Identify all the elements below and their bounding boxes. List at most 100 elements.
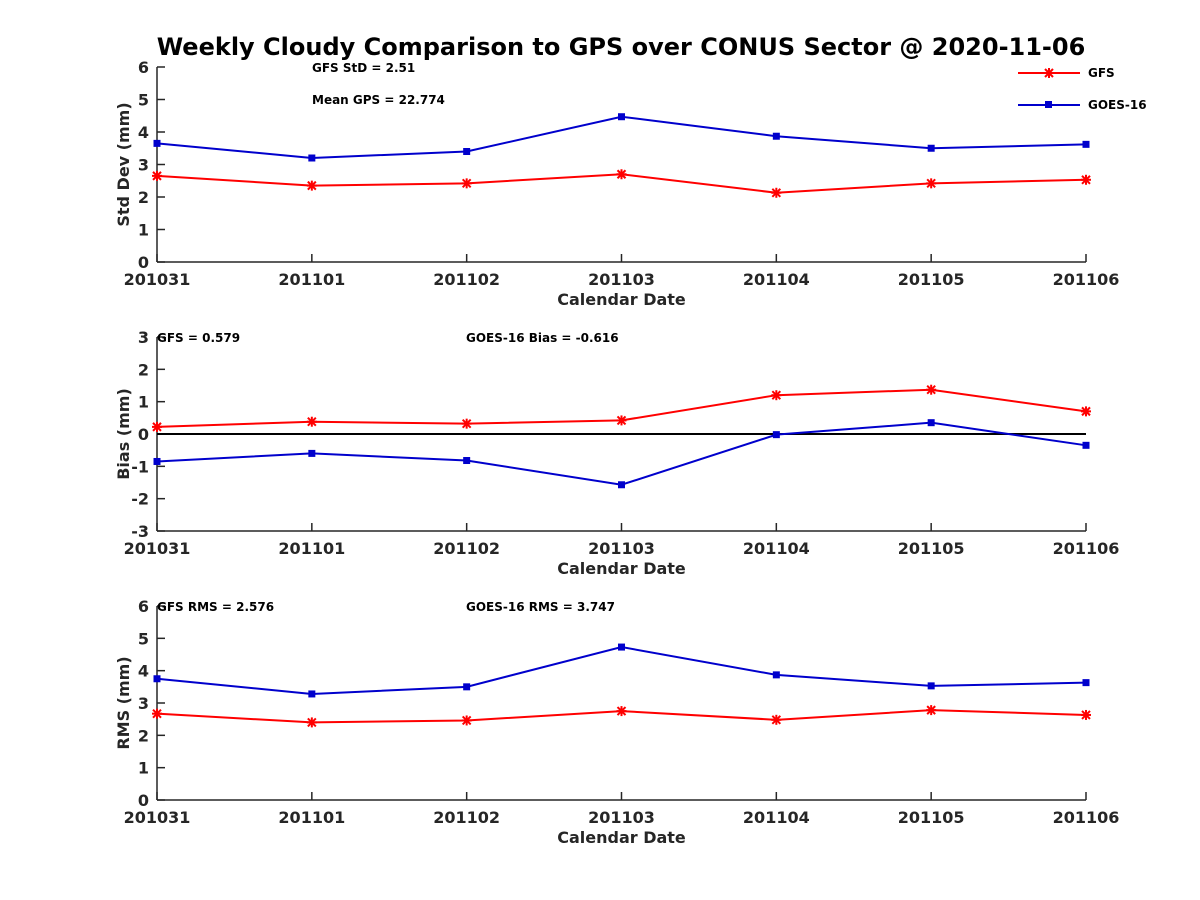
x-axis-label: Calendar Date <box>557 559 686 578</box>
y-tick-label: 4 <box>138 123 149 142</box>
x-tick-label: 201101 <box>278 808 345 827</box>
y-tick-label: 1 <box>138 393 149 412</box>
annotation-text: GFS RMS = 2.576 <box>157 600 274 614</box>
data-point <box>771 187 782 198</box>
legend: GFS GOES-16 <box>1010 60 1155 120</box>
x-tick-label: 201106 <box>1053 270 1120 289</box>
y-tick-label: 3 <box>138 328 149 347</box>
data-point <box>927 682 935 690</box>
x-tick-label: 201105 <box>898 270 965 289</box>
x-tick-label: 201103 <box>588 808 655 827</box>
data-point <box>306 717 317 728</box>
annotation-text: GFS = 0.579 <box>157 331 240 345</box>
subplot-3: 0 1 2 3 4 5 6 201031 201101 201102 201103 201104 201… <box>114 597 1119 847</box>
x-axis-label: Calendar Date <box>557 290 686 309</box>
data-point <box>461 418 472 429</box>
series-line <box>156 421 1087 486</box>
x-tick-label: 201103 <box>588 539 655 558</box>
y-axis-label: RMS (mm) <box>114 656 133 749</box>
y-tick-label: 0 <box>138 425 149 444</box>
data-point <box>306 416 317 427</box>
x-tick-label: 201103 <box>588 270 655 289</box>
y-tick-label: 5 <box>138 629 149 648</box>
x-tick-label: 201106 <box>1053 808 1120 827</box>
x-tick-label: 201031 <box>124 539 191 558</box>
data-point <box>616 169 627 180</box>
legend-gfs-marker <box>1044 68 1054 78</box>
data-point <box>153 139 161 147</box>
subplot-2: -3 -2 -1 0 1 2 3 201031 201101 201102 201103 201104… <box>114 328 1119 578</box>
data-point <box>153 675 161 683</box>
data-point <box>153 457 161 465</box>
x-tick-label: 201104 <box>743 270 810 289</box>
annotation-text: Mean GPS = 22.774 <box>312 93 445 107</box>
y-tick-label: 2 <box>138 188 149 207</box>
data-point <box>308 154 316 162</box>
series-gfs <box>152 384 1091 432</box>
y-tick-label: 0 <box>138 791 149 810</box>
annotation-text: GOES-16 RMS = 3.747 <box>466 600 615 614</box>
data-point <box>463 683 471 691</box>
data-point <box>926 705 937 716</box>
legend-gfs-label: GFS <box>1088 66 1115 80</box>
legend-goes-marker <box>1045 101 1052 108</box>
x-tick-label: 201031 <box>124 808 191 827</box>
data-point <box>926 384 937 395</box>
data-point <box>308 690 316 698</box>
x-tick-label: 201101 <box>278 270 345 289</box>
annotation-text: GOES-16 Bias = -0.616 <box>466 331 619 345</box>
data-point <box>1081 174 1091 185</box>
data-point <box>1082 441 1090 449</box>
data-point <box>618 113 625 121</box>
x-tick-label: 201104 <box>743 539 810 558</box>
y-tick-label: 4 <box>138 662 149 681</box>
data-point <box>463 457 471 465</box>
x-tick-label: 201104 <box>743 808 810 827</box>
data-point <box>152 170 162 181</box>
data-point <box>1082 679 1090 687</box>
series-gfs <box>152 169 1091 198</box>
data-point <box>618 481 625 489</box>
y-tick-label: 1 <box>138 221 149 240</box>
x-tick-label: 201106 <box>1053 539 1120 558</box>
data-point <box>772 431 780 439</box>
x-axis-label: Calendar Date <box>557 828 686 847</box>
data-point <box>306 180 317 191</box>
data-point <box>927 144 935 152</box>
x-tick-label: 201105 <box>898 808 965 827</box>
subplot-1: 0 1 2 3 4 5 6 201031 201101 201102 201103 201104 201… <box>114 58 1119 309</box>
y-tick-label: 5 <box>138 91 149 110</box>
x-tick-label: 201101 <box>278 539 345 558</box>
y-tick-label: -2 <box>131 490 149 509</box>
y-tick-label: 1 <box>138 759 149 778</box>
data-point <box>927 419 935 427</box>
legend-box <box>1010 60 1155 120</box>
x-tick-label: 201102 <box>433 539 500 558</box>
y-tick-label: -3 <box>131 522 149 541</box>
y-axis-label: Std Dev (mm) <box>114 102 133 226</box>
series-goes-16 <box>153 113 1090 162</box>
series-line <box>156 646 1087 695</box>
data-point <box>463 148 471 155</box>
annotation-text: GFS StD = 2.51 <box>312 61 415 75</box>
legend-goes-label: GOES-16 <box>1088 98 1147 112</box>
x-tick-label: 201102 <box>433 270 500 289</box>
data-point <box>1082 140 1090 148</box>
series-goes-16 <box>153 643 1090 698</box>
data-point <box>616 415 627 426</box>
data-point <box>771 390 782 401</box>
y-tick-label: 6 <box>138 597 149 616</box>
data-point <box>1081 709 1091 720</box>
x-tick-label: 201102 <box>433 808 500 827</box>
y-tick-label: 3 <box>138 156 149 175</box>
y-tick-label: 6 <box>138 58 149 77</box>
data-point <box>461 715 472 726</box>
data-point <box>152 708 162 719</box>
data-point <box>461 178 472 189</box>
figure-title: Weekly Cloudy Comparison to GPS over CON… <box>157 33 1086 61</box>
data-point <box>152 421 162 432</box>
y-tick-label: 2 <box>138 726 149 745</box>
y-axis-label: Bias (mm) <box>114 388 133 480</box>
